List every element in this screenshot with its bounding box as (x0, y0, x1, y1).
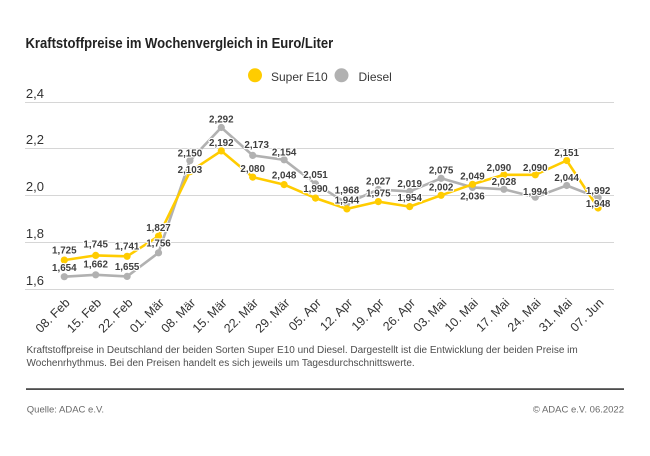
svg-text:2,0: 2,0 (26, 179, 44, 194)
svg-text:2,028: 2,028 (492, 177, 517, 188)
svg-text:01. Mär: 01. Mär (127, 296, 167, 336)
svg-text:05. Apr: 05. Apr (286, 296, 324, 334)
svg-text:1,725: 1,725 (52, 246, 77, 257)
svg-text:Diesel: Diesel (359, 70, 392, 84)
svg-text:29. Mär: 29. Mär (253, 296, 293, 336)
svg-text:24. Mai: 24. Mai (505, 296, 544, 335)
svg-text:Quelle: ADAC e.V.: Quelle: ADAC e.V. (27, 404, 104, 415)
svg-text:1,990: 1,990 (303, 184, 328, 195)
svg-text:1,994: 1,994 (523, 187, 548, 198)
svg-text:19. Apr: 19. Apr (349, 296, 387, 334)
svg-text:22. Mär: 22. Mär (221, 296, 261, 336)
svg-text:2,173: 2,173 (244, 140, 269, 151)
svg-text:26. Apr: 26. Apr (380, 296, 418, 334)
svg-text:2,154: 2,154 (272, 147, 297, 158)
svg-text:2,019: 2,019 (397, 179, 422, 190)
svg-text:2,080: 2,080 (240, 164, 265, 175)
svg-text:1,741: 1,741 (115, 241, 140, 252)
svg-text:1,954: 1,954 (397, 193, 422, 204)
svg-text:08. Mär: 08. Mär (158, 296, 198, 336)
svg-text:12. Apr: 12. Apr (317, 296, 355, 334)
svg-text:1,827: 1,827 (146, 223, 171, 234)
svg-text:10. Mai: 10. Mai (442, 296, 481, 335)
svg-text:2,002: 2,002 (429, 182, 454, 193)
svg-text:2,150: 2,150 (178, 149, 203, 160)
svg-text:2,075: 2,075 (429, 166, 454, 177)
svg-text:2,4: 2,4 (26, 86, 44, 101)
svg-text:15. Mär: 15. Mär (190, 296, 230, 336)
svg-text:2,051: 2,051 (303, 170, 328, 181)
svg-text:2,048: 2,048 (272, 171, 297, 182)
svg-text:2,103: 2,103 (178, 165, 203, 176)
svg-text:Super E10: Super E10 (271, 70, 328, 84)
svg-text:1,662: 1,662 (83, 259, 108, 270)
svg-text:1,6: 1,6 (26, 273, 44, 288)
svg-text:© ADAC e.V. 06.2022: © ADAC e.V. 06.2022 (533, 404, 624, 415)
svg-text:31. Mai: 31. Mai (536, 296, 575, 335)
svg-text:2,192: 2,192 (209, 138, 234, 149)
svg-text:Kraftstoffpreise in Deutschlan: Kraftstoffpreise in Deutschland der beid… (27, 345, 578, 356)
svg-text:08. Feb: 08. Feb (33, 296, 73, 336)
svg-text:22. Feb: 22. Feb (96, 296, 136, 336)
svg-text:1,968: 1,968 (335, 185, 360, 196)
svg-text:1,948: 1,948 (586, 199, 611, 210)
svg-text:1,944: 1,944 (335, 195, 360, 206)
svg-text:Kraftstoffpreise im Wochenverg: Kraftstoffpreise im Wochenvergleich in E… (26, 35, 334, 51)
svg-text:2,151: 2,151 (554, 148, 579, 159)
svg-text:Wochenrhythmus. Bei den Preise: Wochenrhythmus. Bei den Preisen handelt … (27, 358, 415, 369)
svg-text:1,745: 1,745 (83, 239, 108, 250)
svg-text:1,8: 1,8 (26, 226, 44, 241)
svg-text:1,756: 1,756 (146, 239, 171, 250)
svg-text:03. Mai: 03. Mai (411, 296, 450, 335)
svg-text:2,027: 2,027 (366, 177, 391, 188)
svg-text:1,655: 1,655 (115, 262, 140, 273)
svg-text:1,992: 1,992 (586, 186, 611, 197)
svg-text:2,036: 2,036 (460, 191, 485, 202)
svg-text:2,2: 2,2 (26, 132, 44, 147)
svg-text:07. Jun: 07. Jun (568, 296, 607, 335)
svg-text:2,049: 2,049 (460, 172, 485, 183)
svg-text:2,292: 2,292 (209, 114, 234, 125)
svg-text:1,654: 1,654 (52, 263, 77, 274)
svg-text:17. Mai: 17. Mai (473, 296, 512, 335)
svg-text:2,090: 2,090 (523, 163, 548, 174)
svg-text:2,044: 2,044 (554, 173, 579, 184)
svg-text:15. Feb: 15. Feb (64, 296, 104, 336)
svg-text:2,090: 2,090 (487, 163, 512, 174)
svg-text:1,975: 1,975 (366, 189, 391, 200)
